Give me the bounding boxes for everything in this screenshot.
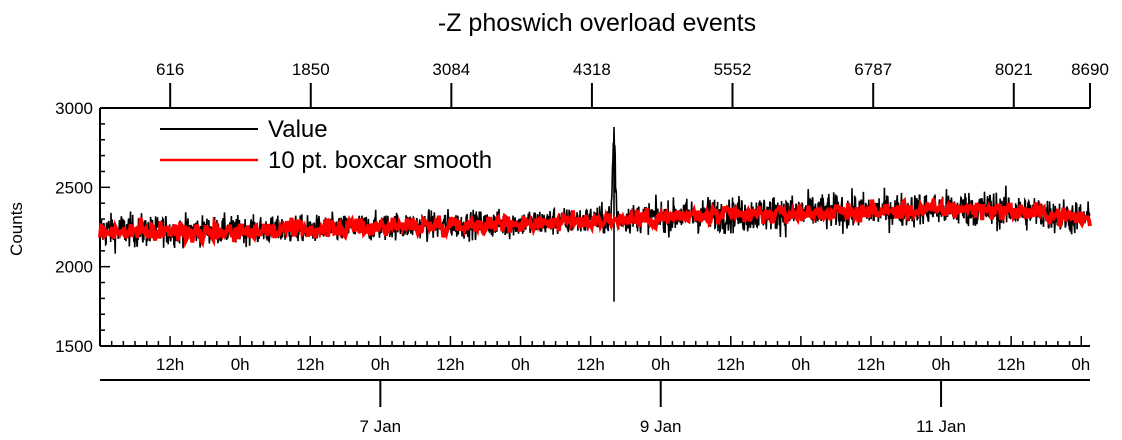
time-tick-label: 0h [231, 355, 250, 374]
series-line-smooth [98, 196, 1092, 249]
chart-title: -Z phoswich overload events [438, 9, 756, 37]
data-traces [98, 126, 1092, 302]
y-tick-label: 3000 [55, 99, 93, 118]
top-axis-tick-label: 8690 [1071, 60, 1109, 79]
legend-label: 10 pt. boxcar smooth [268, 147, 492, 174]
top-axis-tick-label: 616 [156, 60, 184, 79]
y-axis-label: Counts [7, 202, 26, 256]
time-tick-label: 12h [857, 355, 885, 374]
top-axis-tick-label: 4318 [573, 60, 611, 79]
time-tick-label: 0h [791, 355, 810, 374]
time-tick-label: 0h [371, 355, 390, 374]
top-axis-tick-label: 8021 [995, 60, 1033, 79]
time-tick-label: 12h [156, 355, 184, 374]
time-tick-label: 12h [997, 355, 1025, 374]
axis-ticks: 1500 2000 2500 3000 616 1850 3084 4318 5552 6787 8… [55, 60, 1109, 436]
y-tick-label: 2000 [55, 258, 93, 277]
time-tick-label: 12h [436, 355, 464, 374]
plot-axes [99, 107, 1090, 381]
date-tick-label: 11 Jan [916, 417, 966, 436]
time-tick-label: 12h [296, 355, 324, 374]
date-tick-label: 9 Jan [640, 417, 682, 436]
top-axis-tick-label: 3084 [432, 60, 470, 79]
time-tick-label: 0h [1071, 355, 1090, 374]
top-axis-tick-label: 5552 [714, 60, 752, 79]
time-tick-label: 12h [576, 355, 604, 374]
time-tick-label: 12h [717, 355, 745, 374]
date-tick-label: 7 Jan [360, 417, 402, 436]
y-tick-label: 2500 [55, 178, 93, 197]
y-tick-label: 1500 [55, 337, 93, 356]
legend-label: Value [268, 116, 328, 143]
time-tick-label: 0h [511, 355, 530, 374]
top-axis-tick-label: 1850 [292, 60, 330, 79]
top-axis-tick-label: 6787 [854, 60, 892, 79]
time-tick-label: 0h [651, 355, 670, 374]
time-tick-label: 0h [932, 355, 951, 374]
legend: Value 10 pt. boxcar smooth [160, 116, 492, 174]
